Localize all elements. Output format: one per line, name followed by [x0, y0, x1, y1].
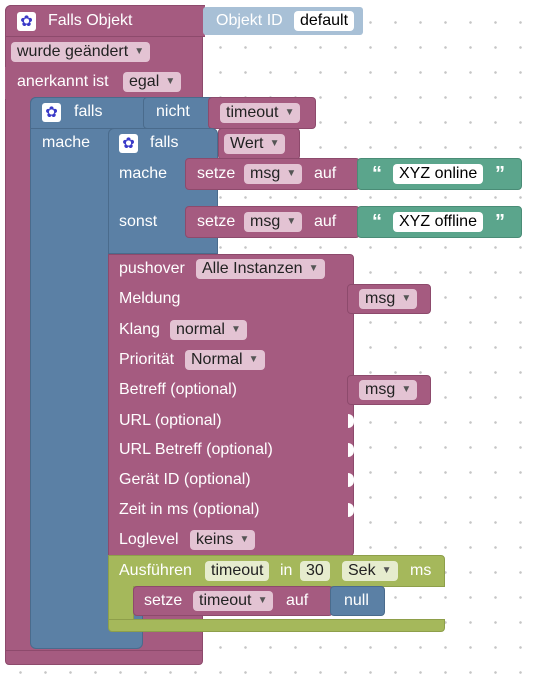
- klang-value: normal: [176, 321, 225, 338]
- klang-label: Klang: [119, 321, 160, 338]
- chevron-down-icon: ▼: [401, 293, 412, 304]
- set-timeout-var-dropdown[interactable]: timeout ▼: [193, 591, 274, 611]
- chevron-down-icon: ▼: [401, 384, 412, 395]
- timeout-block-body[interactable]: [108, 586, 134, 620]
- if-inner-sonst: sonst: [119, 213, 158, 230]
- timeout-var-dropdown[interactable]: timeout ▼: [220, 103, 301, 123]
- if-outer-falls: falls: [74, 103, 103, 120]
- set2-setze: setze: [197, 213, 236, 230]
- meldung-var-value: msg: [365, 290, 396, 307]
- wert-value: Wert: [230, 135, 264, 152]
- object-id-field[interactable]: default: [294, 11, 355, 31]
- chevron-down-icon: ▼: [286, 216, 297, 227]
- pushover-instance-dropdown[interactable]: Alle Instanzen ▼: [196, 259, 325, 279]
- prioritaet-label: Priorität: [119, 351, 175, 368]
- chevron-down-icon: ▼: [257, 595, 268, 606]
- ausfuehren-label: Ausführen: [119, 562, 192, 579]
- timeout-unit-value: Sek: [348, 562, 376, 579]
- url-label: URL (optional): [119, 412, 222, 429]
- loglevel-dropdown[interactable]: keins ▼: [190, 530, 256, 550]
- close-quote-icon: ”: [495, 211, 505, 233]
- ack-label: anerkannt ist: [17, 73, 109, 90]
- trigger-bottom-bar[interactable]: [5, 650, 203, 665]
- if-outer-gear-icon[interactable]: ✿: [42, 103, 61, 122]
- chevron-down-icon: ▼: [284, 107, 295, 118]
- set1-var-dropdown[interactable]: msg ▼: [244, 164, 303, 184]
- text-online-field[interactable]: XYZ online: [393, 164, 484, 184]
- object-id-label: Objekt ID: [216, 12, 283, 29]
- geraet-socket[interactable]: [348, 473, 354, 487]
- timeout-var-value: timeout: [226, 104, 279, 121]
- set2-var-value: msg: [250, 213, 281, 230]
- prioritaet-dropdown[interactable]: Normal ▼: [185, 350, 265, 370]
- set-timeout-var-value: timeout: [199, 592, 252, 609]
- timeout-value: 30: [306, 562, 324, 579]
- timeout-unit-dropdown[interactable]: Sek ▼: [342, 561, 398, 581]
- set2-auf: auf: [314, 213, 337, 230]
- set1-var-value: msg: [250, 165, 281, 182]
- chevron-down-icon: ▼: [165, 76, 176, 87]
- prioritaet-value: Normal: [191, 351, 243, 368]
- null-block[interactable]: [330, 586, 385, 616]
- ack-dropdown-value: egal: [129, 73, 160, 90]
- timeout-block-footer[interactable]: [108, 619, 445, 632]
- meldung-label: Meldung: [119, 290, 181, 307]
- changed-dropdown-value: wurde geändert: [17, 43, 129, 60]
- chevron-down-icon: ▼: [239, 534, 250, 545]
- betreff-var-dropdown[interactable]: msg ▼: [359, 380, 418, 400]
- set1-setze: setze: [197, 165, 236, 182]
- meldung-var-dropdown[interactable]: msg ▼: [359, 289, 418, 309]
- set-msg-online-block[interactable]: [185, 158, 360, 190]
- set1-auf: auf: [314, 165, 337, 182]
- if-inner-mache: mache: [119, 165, 168, 182]
- set2-var-dropdown[interactable]: msg ▼: [244, 212, 303, 232]
- text-offline-field[interactable]: XYZ offline: [393, 212, 483, 232]
- null-label: null: [344, 592, 369, 609]
- if-inner-gear-icon[interactable]: ✿: [119, 134, 138, 153]
- if-outer-mache: mache: [42, 134, 91, 151]
- pushover-label: pushover: [119, 260, 185, 277]
- zeit-label: Zeit in ms (optional): [119, 501, 260, 518]
- pushover-block[interactable]: [108, 254, 354, 556]
- timeout-name-value: timeout: [211, 562, 264, 579]
- timeout-value-field[interactable]: 30: [300, 561, 330, 581]
- open-quote-icon: “: [372, 211, 382, 233]
- wert-dropdown[interactable]: Wert ▼: [224, 134, 286, 154]
- chevron-down-icon: ▼: [269, 138, 280, 149]
- chevron-down-icon: ▼: [286, 168, 297, 179]
- klang-dropdown[interactable]: normal ▼: [170, 320, 247, 340]
- trigger-title: Falls Objekt: [48, 12, 133, 29]
- chevron-down-icon: ▼: [134, 46, 145, 57]
- url-socket[interactable]: [348, 414, 354, 428]
- set-timeout-auf: auf: [286, 592, 309, 609]
- in-label: in: [280, 562, 293, 579]
- pushover-instance-value: Alle Instanzen: [202, 260, 303, 277]
- if-outer-header[interactable]: [30, 97, 150, 129]
- trigger-gear-icon[interactable]: ✿: [17, 12, 36, 31]
- url-betreff-socket[interactable]: [348, 443, 354, 457]
- chevron-down-icon: ▼: [308, 263, 319, 274]
- chevron-down-icon: ▼: [248, 354, 259, 365]
- if-inner-falls: falls: [150, 134, 179, 151]
- betreff-var-value: msg: [365, 381, 396, 398]
- close-quote-icon: ”: [495, 163, 505, 185]
- trigger-header[interactable]: [5, 5, 205, 37]
- ms-label: ms: [410, 562, 432, 579]
- zeit-socket[interactable]: [348, 503, 354, 517]
- ack-dropdown[interactable]: egal ▼: [123, 72, 182, 92]
- url-betreff-label: URL Betreff (optional): [119, 441, 273, 458]
- not-label: nicht: [156, 103, 190, 120]
- set-timeout-setze: setze: [144, 592, 183, 609]
- geraet-label: Gerät ID (optional): [119, 471, 251, 488]
- timeout-name-dropdown[interactable]: timeout: [205, 561, 270, 581]
- changed-dropdown[interactable]: wurde geändert ▼: [11, 42, 151, 62]
- betreff-label: Betreff (optional): [119, 381, 237, 398]
- chevron-down-icon: ▼: [231, 324, 241, 335]
- loglevel-label: Loglevel: [119, 531, 179, 548]
- open-quote-icon: “: [372, 163, 382, 185]
- chevron-down-icon: ▼: [381, 565, 392, 576]
- loglevel-value: keins: [196, 531, 234, 548]
